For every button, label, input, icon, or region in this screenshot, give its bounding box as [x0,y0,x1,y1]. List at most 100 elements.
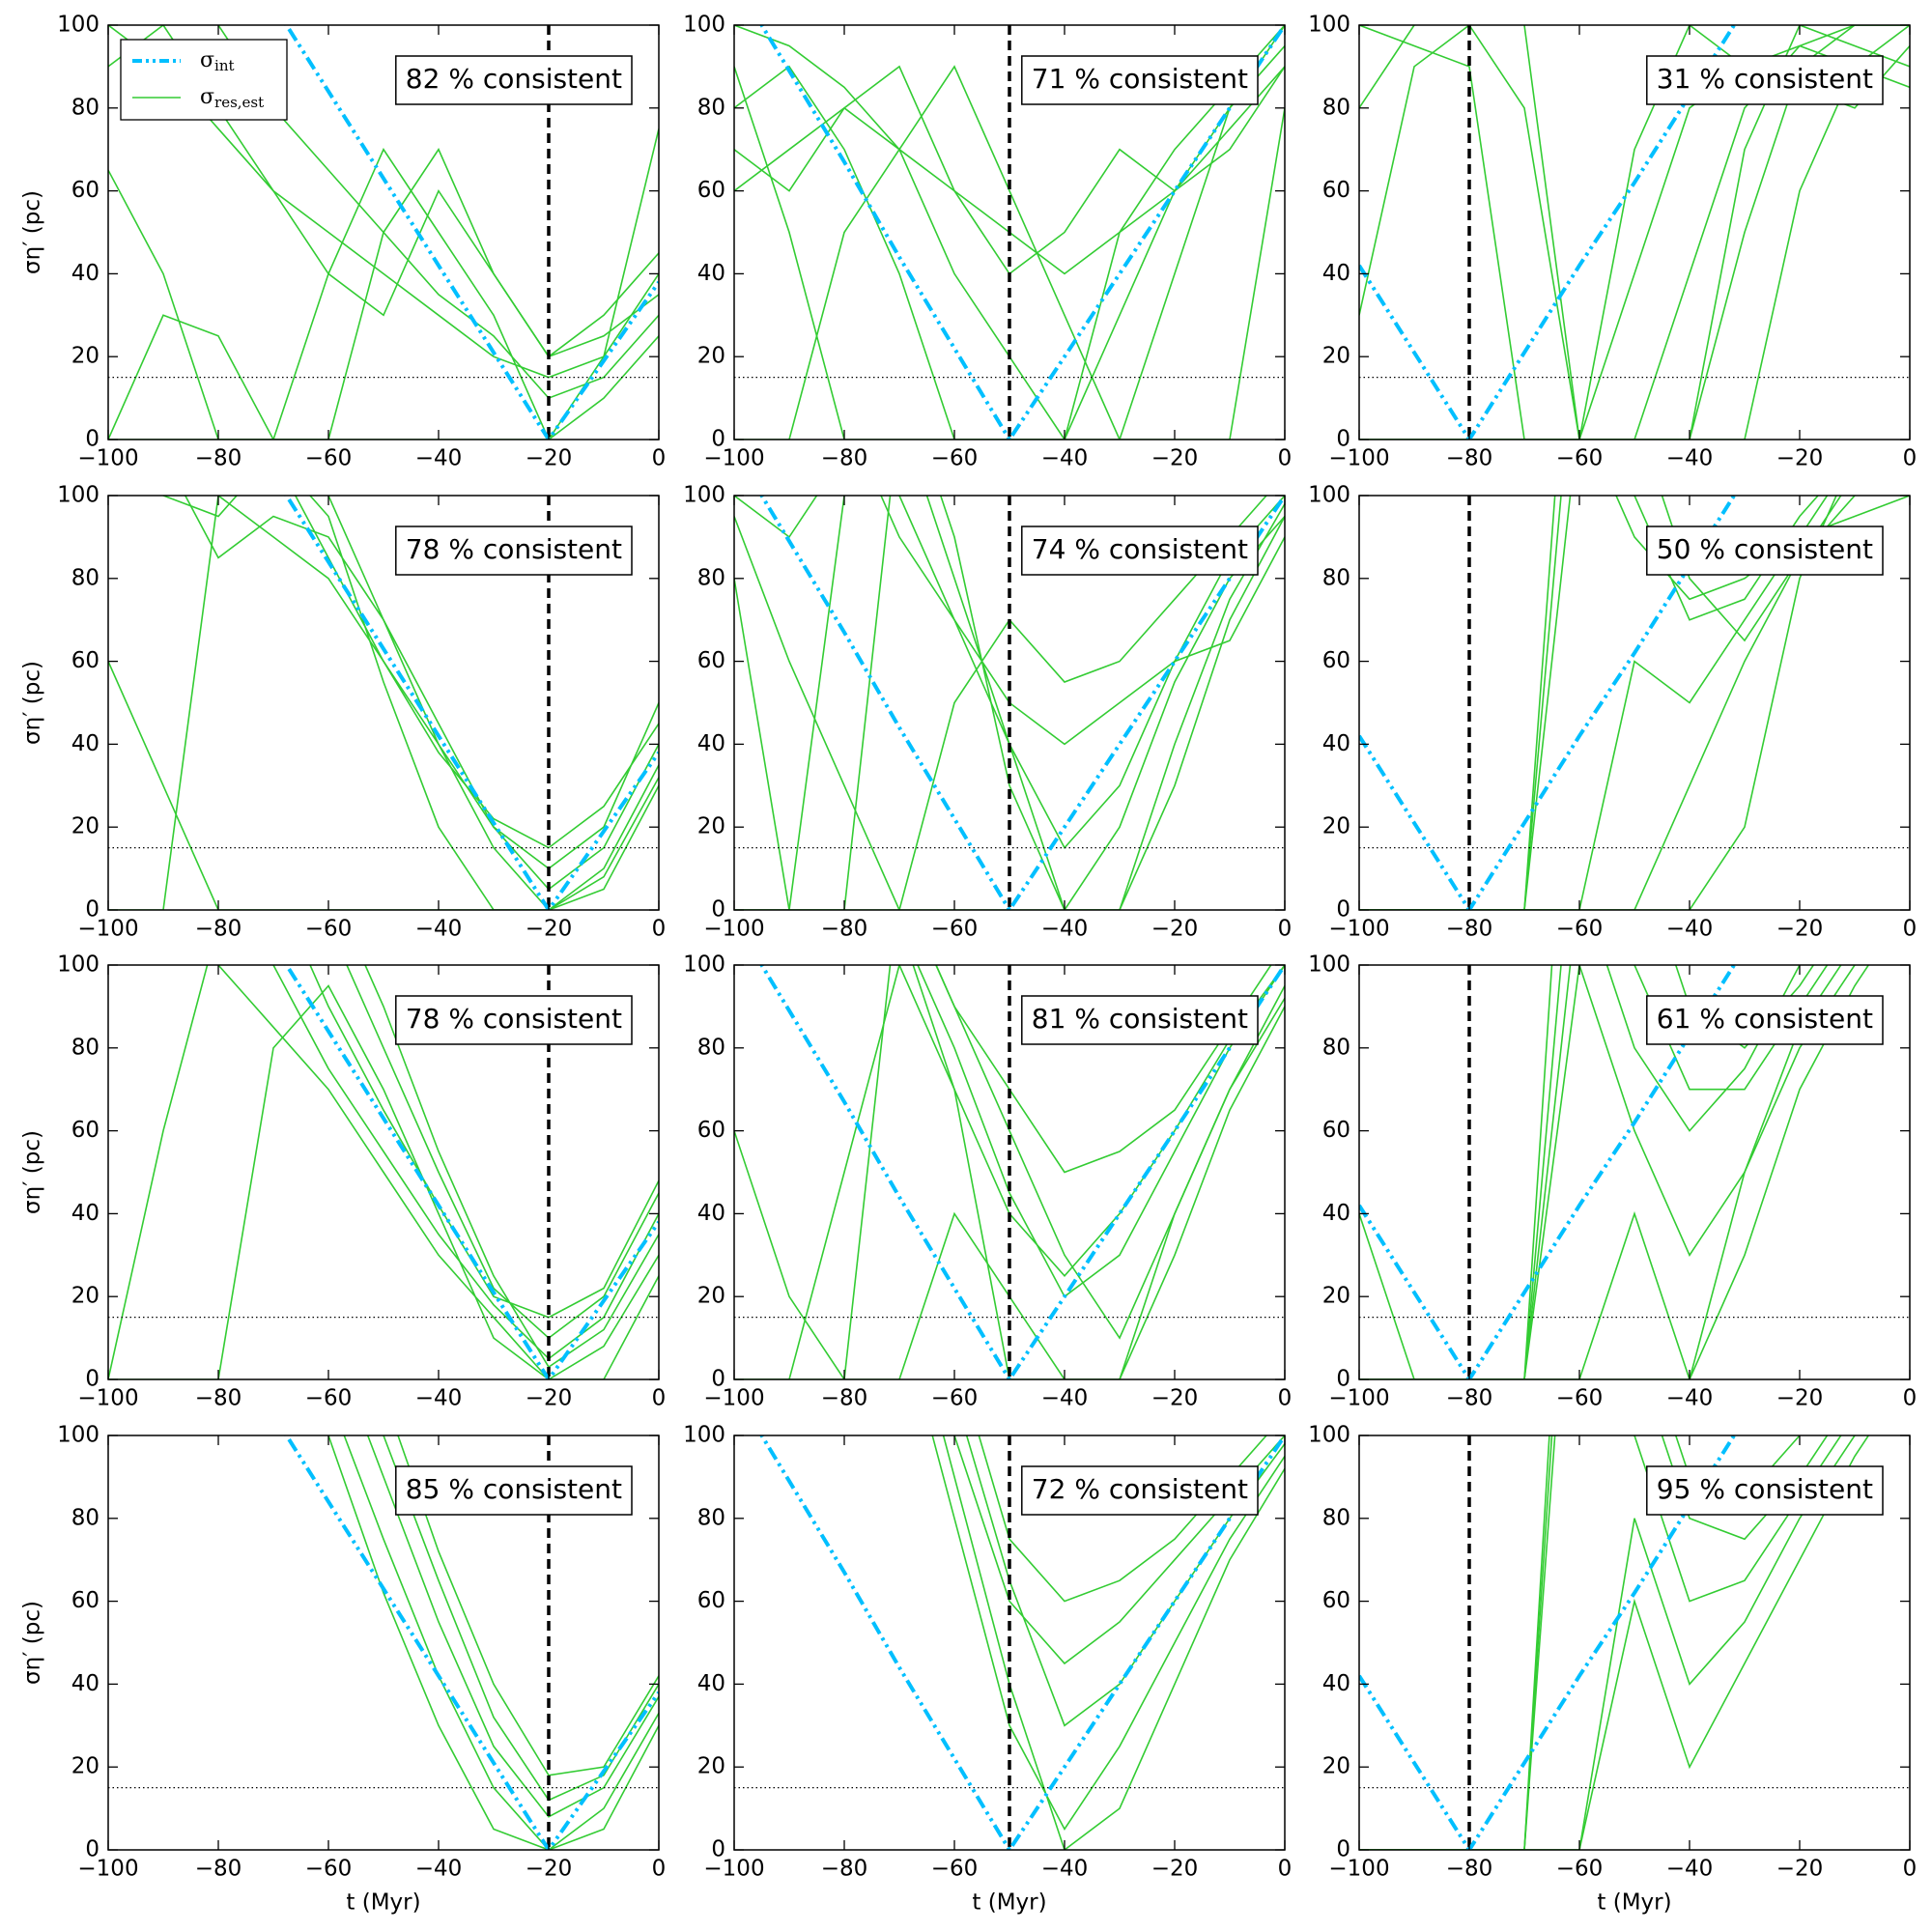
panel: −100 −80 −60 −40 −20 0 0 20 40 60 80 100 ση′ (pc) 82 … [20,13,667,471]
x-tick-label: −80 [195,1386,242,1411]
x-tick-label: −20 [1776,446,1824,471]
estimate-curve [217,25,659,400]
x-tick-label: 0 [1278,446,1293,471]
annotation-box [1021,526,1259,576]
panel: −100 −80 −60 −40 −20 0 0 20 40 60 80 100 ση′ (pc) t (… [20,1423,667,1916]
x-tick-label: −60 [305,446,353,471]
x-tick-label: −100 [77,1386,138,1411]
panel: −100 −80 −60 −40 −20 0 0 20 40 60 80 100 t (Myr) 72 %… [683,1423,1293,1916]
y-tick-label: 100 [57,13,99,38]
axes-frame [107,1435,660,1851]
y-tick-label: 100 [57,483,99,508]
y-tick-label: 0 [85,427,99,452]
y-tick-label: 40 [71,1671,99,1696]
estimate-curve [343,1435,659,1850]
y-tick-label: 20 [697,1284,725,1309]
x-tick-label: −60 [305,917,353,942]
x-tick-label: −60 [1556,1386,1604,1411]
y-tick-label: 20 [1322,1754,1350,1779]
x-tick-label: −40 [1666,917,1714,942]
y-tick-label: 0 [711,897,725,923]
x-tick-label: −20 [1776,1386,1824,1411]
y-tick-label: 80 [697,1035,725,1060]
x-tick-label: −100 [77,917,138,942]
axes-frame [733,24,1286,440]
intrinsic-line [759,25,1285,440]
estimate-curve [1359,1435,1829,1850]
estimate-curve [397,1435,659,1776]
y-tick-label: 20 [1322,344,1350,369]
x-tick-label: −100 [1328,917,1389,942]
axes-frame [107,495,660,911]
x-tick-label: −80 [195,917,242,942]
x-tick-label: −80 [1446,917,1493,942]
x-tick-label: 0 [1903,917,1918,942]
x-tick-label: −60 [1556,446,1604,471]
y-axis-label: ση′ (pc) [20,1130,45,1214]
axes-frame [1358,964,1911,1380]
y-tick-label: 40 [697,1671,725,1696]
x-tick-label: −100 [1328,1857,1389,1882]
x-tick-label: −20 [1151,917,1199,942]
estimate-curve [1359,496,1820,910]
y-tick-label: 60 [1322,1118,1350,1143]
annotation: 95 % consistent [1657,1473,1873,1505]
y-tick-label: 80 [1322,95,1350,120]
annotation: 74 % consistent [1032,533,1248,565]
intrinsic-line [759,1435,1285,1850]
y-tick-label: 60 [697,1118,725,1143]
x-axis-label: t (Myr) [1597,1890,1671,1916]
plot-area [734,965,1285,1379]
x-tick-label: −100 [703,446,764,471]
y-tick-label: 20 [1322,1284,1350,1309]
y-tick-label: 60 [697,178,725,203]
estimate-curve [272,965,659,1360]
y-tick-label: 80 [697,565,725,590]
panel: −100 −80 −60 −40 −20 0 0 20 40 60 80 100 71 % consis… [683,13,1293,471]
y-tick-label: 0 [711,1837,725,1862]
intrinsic-line [284,25,659,440]
x-tick-label: 0 [1903,446,1918,471]
estimate-curve [108,661,659,910]
estimate-curve [294,496,659,849]
intrinsic-line [1359,1435,1737,1850]
panel: −100 −80 −60 −40 −20 0 0 20 40 60 80 100 ση′ (pc) 78 … [20,483,667,942]
y-tick-label: 20 [71,1754,99,1779]
x-tick-label: −20 [1151,446,1199,471]
annotation: 72 % consistent [1032,1473,1248,1505]
legend-label: σint [200,48,235,74]
x-tick-label: −60 [305,1386,353,1411]
estimate-curve [184,496,659,870]
x-tick-label: −60 [931,917,979,942]
y-tick-label: 100 [683,1423,725,1448]
y-tick-label: 100 [57,952,99,978]
y-tick-label: 100 [1308,483,1350,508]
y-tick-label: 80 [1322,565,1350,590]
x-tick-label: −60 [1556,917,1604,942]
estimate-curve [1359,496,1837,910]
x-tick-label: 0 [652,446,667,471]
axes-frame [1358,1435,1911,1851]
x-tick-label: −100 [703,1386,764,1411]
plot-area [108,25,659,440]
y-tick-label: 60 [71,178,99,203]
x-tick-label: −40 [1666,1857,1714,1882]
annotation-box [1021,1465,1259,1516]
x-tick-label: 0 [1278,1857,1293,1882]
y-tick-label: 0 [711,1367,725,1392]
y-tick-label: 20 [71,344,99,369]
annotation-box [395,1465,633,1516]
annotation: 78 % consistent [406,1003,622,1035]
x-tick-label: −40 [1041,1386,1089,1411]
annotation-box [395,526,633,576]
y-tick-label: 100 [57,1423,99,1448]
x-tick-label: −40 [415,917,463,942]
x-tick-label: −100 [77,446,138,471]
annotation: 61 % consistent [1657,1003,1873,1035]
intrinsic-line [759,496,1285,910]
panel: −100 −80 −60 −40 −20 0 0 20 40 60 80 100 31 % consis… [1308,13,1918,471]
estimate-curve [383,1435,659,1802]
estimate-curve [953,1435,1285,1665]
intrinsic-line [1359,965,1737,1379]
